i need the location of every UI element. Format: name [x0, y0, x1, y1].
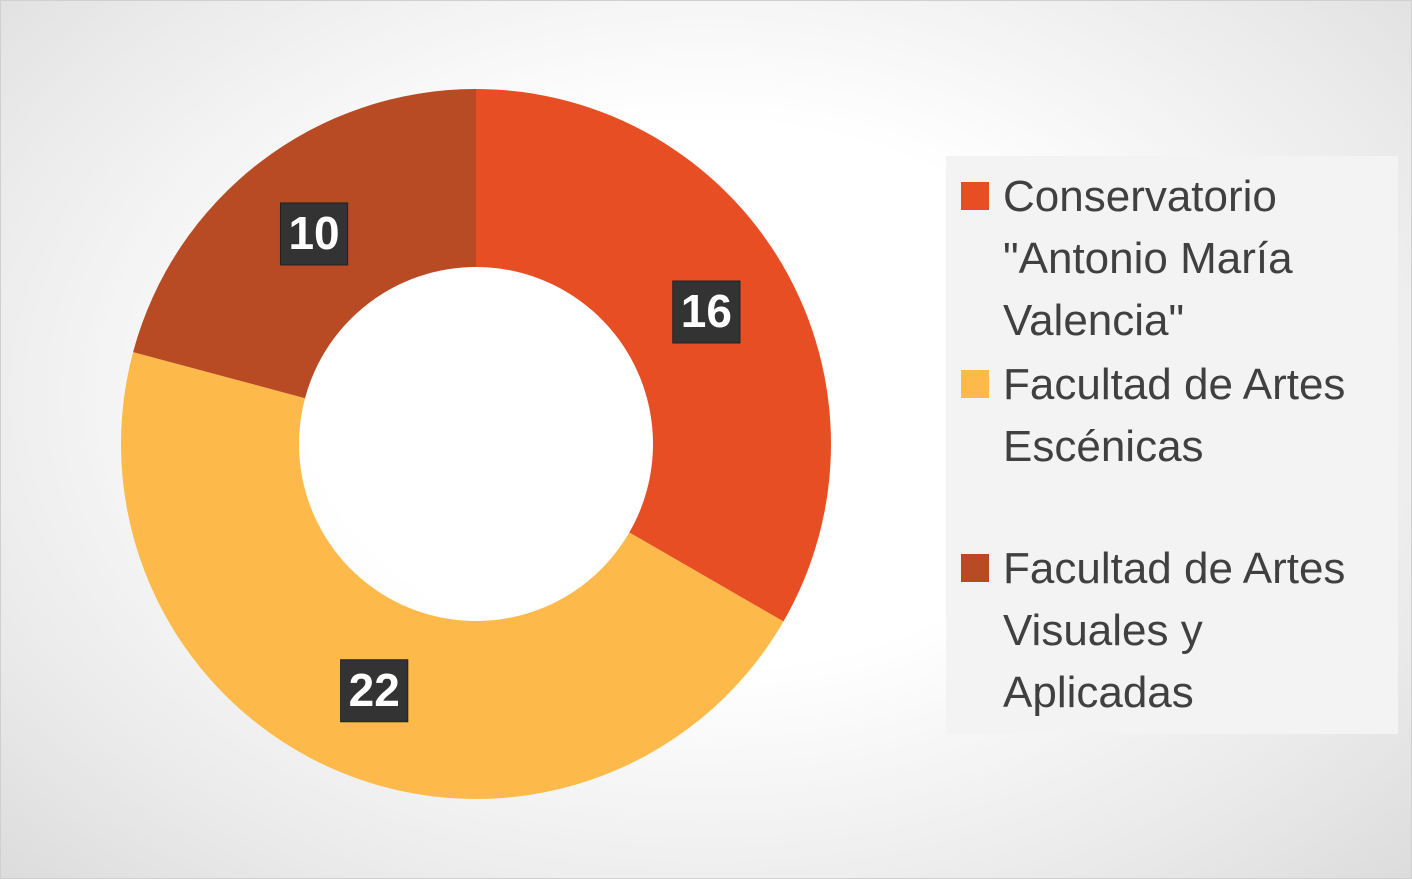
legend-label: Facultad de Artes Visuales y Aplicadas: [1003, 544, 1346, 717]
data-label-box: [340, 659, 409, 723]
legend: Conservatorio "Antonio María Valencia" Fa…: [946, 156, 1398, 734]
legend-entry: Facultad de Artes Escénicas: [961, 354, 1398, 478]
data-label-text: 16: [681, 285, 732, 337]
legend-entry: Facultad de Artes Visuales y Aplicadas: [961, 538, 1398, 724]
data-label-box: [279, 202, 349, 266]
legend-swatch: [961, 182, 989, 210]
legend-label: Conservatorio "Antonio María Valencia": [1003, 172, 1293, 345]
data-label-text: 10: [288, 207, 339, 259]
legend-label: Facultad de Artes Escénicas: [1003, 360, 1346, 471]
donut-slice: [120, 352, 784, 799]
data-label: 16: [672, 280, 741, 344]
legend-entry: Conservatorio "Antonio María Valencia": [961, 166, 1398, 352]
donut-slice: [476, 89, 831, 622]
data-label: 10: [279, 202, 349, 266]
legend-swatch: [961, 370, 989, 398]
legend-swatch: [961, 554, 989, 582]
data-label-box: [672, 280, 741, 344]
data-label: 22: [340, 659, 409, 723]
data-label-text: 22: [349, 664, 400, 716]
